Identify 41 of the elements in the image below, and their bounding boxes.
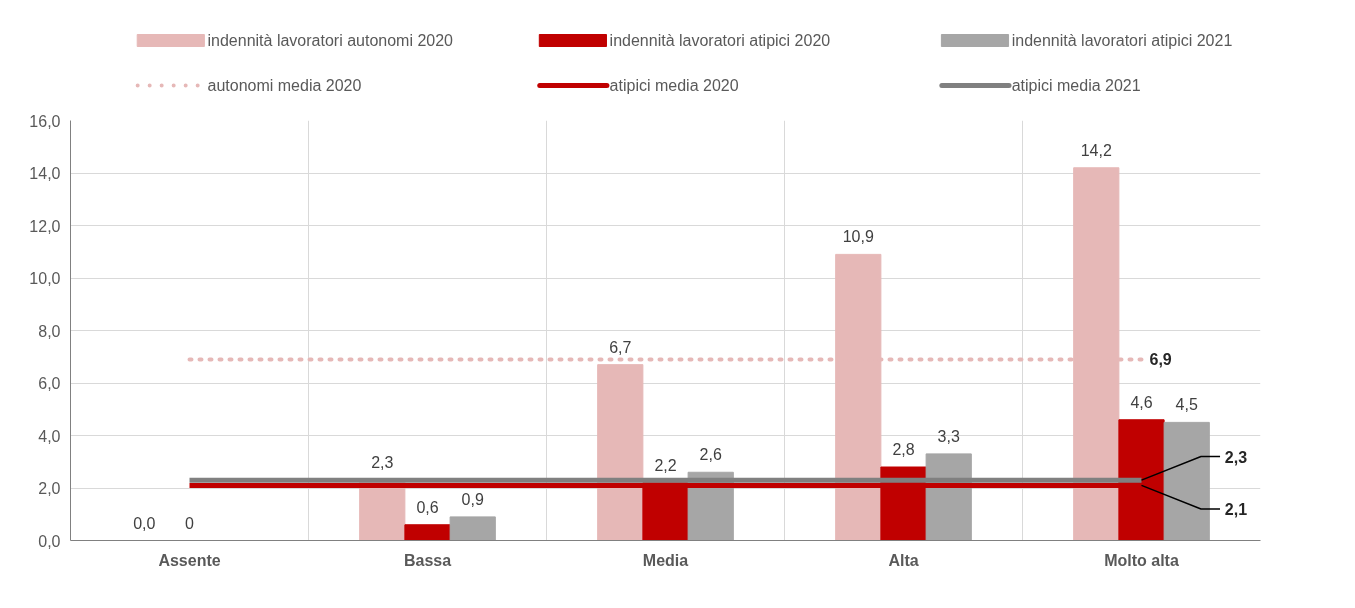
y-tick-label: 4,0 [38,427,61,445]
y-tick-label: 10,0 [29,270,61,287]
legend-label: indennità lavoratori autonomi 2020 [207,32,454,49]
data-label: 2,3 [371,454,394,472]
x-tick-label: Alta [888,551,919,569]
y-tick-label: 14,0 [29,165,61,182]
legend-label: indennità lavoratori atipici 2020 [609,32,831,49]
y-tick-label: 16,0 [29,112,61,130]
y-tick-label: 12,0 [29,217,61,235]
data-label: 4,6 [1130,393,1153,411]
bar [597,364,644,541]
data-label: 6,7 [609,338,632,356]
data-label: 2,1 [1224,501,1248,518]
data-label: 6,9 [1149,351,1172,369]
x-tick-label: Media [642,551,689,569]
data-label: 10,9 [842,228,874,246]
data-label: 2,2 [654,456,677,474]
data-label: 4,5 [1175,396,1198,414]
legend-label: atipici media 2020 [609,77,739,94]
data-label: 2,8 [892,441,915,458]
x-tick-label: Assente [158,551,221,569]
data-label: 0,6 [416,498,439,516]
data-label: 0 [185,514,195,532]
bar [404,524,451,541]
data-label: 3,3 [937,427,960,445]
data-label: 0,9 [461,490,484,508]
bar [449,516,496,541]
bar [1163,421,1210,541]
legend-label: indennità lavoratori atipici 2021 [1011,32,1233,49]
y-tick-label: 8,0 [38,322,61,340]
data-label: 14,2 [1080,141,1112,159]
x-tick-label: Bassa [403,551,452,569]
legend-label: atipici media 2021 [1011,77,1141,94]
y-tick-label: 2,0 [38,480,61,497]
data-label: 2,3 [1224,448,1248,466]
data-label: 2,6 [699,446,722,464]
y-tick-label: 0,0 [38,532,61,550]
data-label: 0,0 [133,514,156,532]
x-tick-label: Molto alta [1104,551,1179,569]
legend-label: autonomi media 2020 [207,77,362,94]
y-tick-label: 6,0 [38,375,61,392]
